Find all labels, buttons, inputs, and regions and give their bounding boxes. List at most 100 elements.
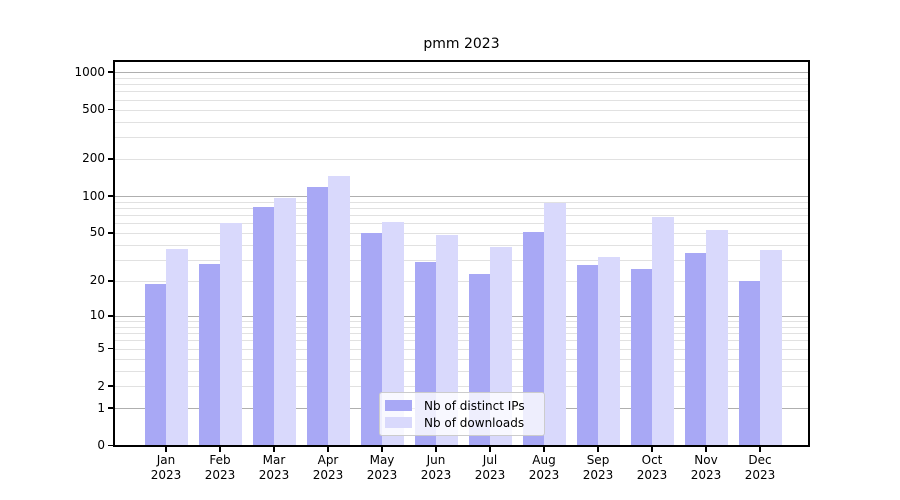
gridline-2 xyxy=(115,386,808,388)
legend-item-distinct-ips: Nb of distinct IPs xyxy=(385,399,538,413)
x-tick-jun xyxy=(435,447,437,452)
gridline-40 xyxy=(115,244,808,246)
gridline-900 xyxy=(115,77,808,79)
bar-downloads-nov xyxy=(706,229,728,447)
bar-ips-may xyxy=(360,232,382,447)
gridline-8 xyxy=(115,326,808,328)
x-tick-label-jan: Jan 2023 xyxy=(150,453,182,482)
gridline-500 xyxy=(115,109,808,111)
legend-label-downloads: Nb of downloads xyxy=(424,415,525,430)
y-tick-500 xyxy=(108,108,113,111)
x-tick-jul xyxy=(489,447,491,452)
x-tick-feb xyxy=(219,447,221,452)
gridline-4 xyxy=(115,358,808,360)
gridline-100 xyxy=(115,196,808,198)
y-tick-10 xyxy=(108,315,113,317)
x-tick-sep xyxy=(597,447,599,452)
gridline-200 xyxy=(115,158,808,160)
chart-title: pmm 2023 xyxy=(423,36,500,52)
gridline-3 xyxy=(115,370,808,372)
y-tick-label-100: 100 xyxy=(82,188,105,203)
legend: Nb of distinct IPs Nb of downloads xyxy=(379,392,545,436)
y-tick-label-200: 200 xyxy=(82,151,105,166)
gridline-7 xyxy=(115,333,808,335)
y-tick-20 xyxy=(108,280,113,282)
x-tick-dec xyxy=(759,447,761,452)
x-tick-label-may: May 2023 xyxy=(366,453,398,482)
y-tick-100 xyxy=(108,195,113,197)
y-tick-1 xyxy=(108,407,113,409)
gridline-6 xyxy=(115,340,808,342)
right-spine xyxy=(808,60,810,447)
gridline-800 xyxy=(115,84,808,86)
bar-downloads-feb xyxy=(220,223,242,447)
x-tick-label-jun: Jun 2023 xyxy=(420,453,452,482)
gridline-9 xyxy=(115,321,808,323)
x-tick-label-aug: Aug 2023 xyxy=(528,453,560,482)
left-spine xyxy=(113,60,115,447)
bottom-spine xyxy=(113,445,810,447)
x-tick-oct xyxy=(651,447,653,452)
x-tick-may xyxy=(381,447,383,452)
gridline-10 xyxy=(115,315,808,318)
bar-downloads-mar xyxy=(274,198,296,447)
bar-downloads-jan xyxy=(166,248,188,447)
legend-swatch-downloads xyxy=(385,417,412,428)
gridline-90 xyxy=(115,201,808,203)
bar-ips-nov xyxy=(684,253,706,447)
plot-area: Nb of distinct IPs Nb of downloads xyxy=(113,60,810,447)
y-tick-label-5: 5 xyxy=(97,341,105,356)
x-tick-apr xyxy=(327,447,329,452)
bar-ips-dec xyxy=(738,280,760,447)
bar-downloads-may xyxy=(382,222,404,447)
bar-ips-feb xyxy=(198,263,220,447)
bar-downloads-aug xyxy=(544,202,566,447)
x-tick-label-feb: Feb 2023 xyxy=(204,453,236,482)
x-tick-label-jul: Jul 2023 xyxy=(474,453,506,482)
gridline-1000 xyxy=(115,72,808,74)
bar-downloads-apr xyxy=(328,176,350,447)
x-tick-label-oct: Oct 2023 xyxy=(636,453,668,482)
gridline-5 xyxy=(115,348,808,350)
y-tick-label-1: 1 xyxy=(97,400,105,415)
gridline-70 xyxy=(115,215,808,217)
bar-ips-oct xyxy=(630,269,652,447)
bar-downloads-sep xyxy=(598,256,620,447)
y-tick-label-1000: 1000 xyxy=(74,64,105,79)
bar-ips-mar xyxy=(252,206,274,447)
y-tick-label-50: 50 xyxy=(89,225,105,240)
legend-item-downloads: Nb of downloads xyxy=(385,416,538,430)
y-tick-label-0: 0 xyxy=(97,438,105,452)
x-tick-jan xyxy=(165,447,167,452)
legend-label-distinct-ips: Nb of distinct IPs xyxy=(424,398,525,413)
legend-swatch-distinct-ips xyxy=(385,400,412,411)
gridline-300 xyxy=(115,137,808,139)
y-tick-label-10: 10 xyxy=(89,308,105,323)
x-tick-label-dec: Dec 2023 xyxy=(744,453,776,482)
x-tick-label-nov: Nov 2023 xyxy=(690,453,722,482)
y-tick-50 xyxy=(108,232,113,234)
y-tick-label-500: 500 xyxy=(82,102,105,116)
bar-ips-jan xyxy=(144,283,166,447)
bar-ips-apr xyxy=(306,187,328,447)
x-tick-label-apr: Apr 2023 xyxy=(312,453,344,482)
gridline-50 xyxy=(115,232,808,234)
x-tick-nov xyxy=(705,447,707,452)
gridline-60 xyxy=(115,223,808,225)
gridline-700 xyxy=(115,91,808,93)
y-tick-label-2: 2 xyxy=(97,378,105,393)
gridline-400 xyxy=(115,121,808,123)
y-tick-1000 xyxy=(108,71,113,73)
bar-ips-sep xyxy=(576,265,598,447)
bar-downloads-dec xyxy=(760,250,782,447)
gridline-20 xyxy=(115,280,808,282)
y-tick-5 xyxy=(108,347,113,350)
y-tick-0 xyxy=(108,444,113,447)
x-tick-label-sep: Sep 2023 xyxy=(582,453,614,482)
top-spine xyxy=(113,60,810,62)
y-tick-2 xyxy=(108,385,113,387)
x-tick-label-mar: Mar 2023 xyxy=(258,453,290,482)
gridline-600 xyxy=(115,99,808,101)
y-tick-label-20: 20 xyxy=(89,273,105,288)
